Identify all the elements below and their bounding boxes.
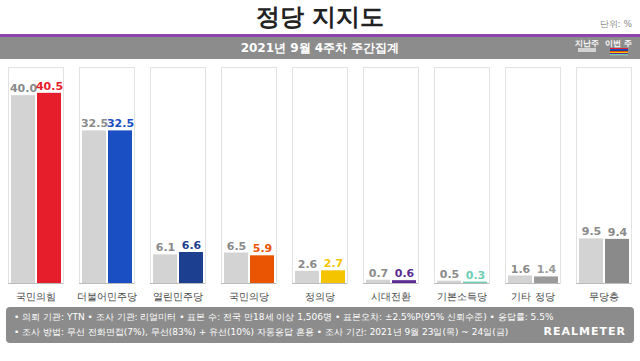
html-text:이번 주: 이번 주 bbox=[605, 39, 632, 48]
svg-text:1.6: 1.6 bbox=[511, 263, 531, 276]
svg-text:5.9: 5.9 bbox=[253, 242, 273, 255]
svg-text:9.4: 9.4 bbox=[608, 226, 628, 239]
svg-text:6.6: 6.6 bbox=[182, 239, 202, 252]
svg-text:2.7: 2.7 bbox=[324, 257, 344, 270]
html-text:• 의뢰 기관: YTN • 조사 기관: 리얼미터 • 표: • 의뢰 기관: YTN • 조사 기관: 리얼미터 • 표본 수: 전국 만1… bbox=[14, 312, 554, 322]
svg-text:40.5: 40.5 bbox=[36, 80, 63, 93]
svg-text:0.5: 0.5 bbox=[440, 268, 460, 281]
html-text:정당 지지도: 정당 지지도 bbox=[255, 3, 385, 31]
html-text:2021년 9월 4주차 주간집계: 2021년 9월 4주차 주간집계 bbox=[240, 41, 400, 55]
svg-text:무당층: 무당층 bbox=[589, 291, 619, 302]
svg-text:32.5: 32.5 bbox=[81, 117, 108, 130]
svg-text:정의당: 정의당 bbox=[305, 291, 335, 302]
svg-text:9.5: 9.5 bbox=[582, 225, 602, 238]
svg-text:2.6: 2.6 bbox=[298, 258, 318, 271]
svg-text:더불어민주당: 더불어민주당 bbox=[77, 291, 137, 302]
html-text:지난주: 지난주 bbox=[575, 39, 600, 48]
html-text:REALMETER: REALMETER bbox=[543, 325, 626, 338]
svg-text:32.5: 32.5 bbox=[107, 117, 134, 130]
svg-text:6.1: 6.1 bbox=[156, 241, 176, 254]
svg-text:0.7: 0.7 bbox=[369, 267, 389, 280]
svg-text:기타 정당: 기타 정당 bbox=[511, 291, 554, 302]
svg-text:시대전환: 시대전환 bbox=[371, 291, 411, 302]
svg-text:열린민주당: 열린민주당 bbox=[153, 291, 203, 302]
svg-text:국민의힘: 국민의힘 bbox=[16, 291, 56, 302]
svg-text:기본소득당: 기본소득당 bbox=[437, 291, 487, 302]
svg-text:6.5: 6.5 bbox=[227, 239, 247, 252]
html-text:단위: %: 단위: % bbox=[599, 19, 632, 29]
svg-text:0.6: 0.6 bbox=[395, 267, 415, 280]
svg-text:1.4: 1.4 bbox=[537, 263, 557, 276]
svg-text:0.3: 0.3 bbox=[466, 269, 486, 282]
svg-text:국민의당: 국민의당 bbox=[229, 291, 269, 302]
svg-text:40.0: 40.0 bbox=[10, 82, 37, 95]
html-text:• 조사 방법: 무선 전화면접(7%), 무선(83%): • 조사 방법: 무선 전화면접(7%), 무선(83%) + 유선(10%) … bbox=[14, 327, 509, 337]
